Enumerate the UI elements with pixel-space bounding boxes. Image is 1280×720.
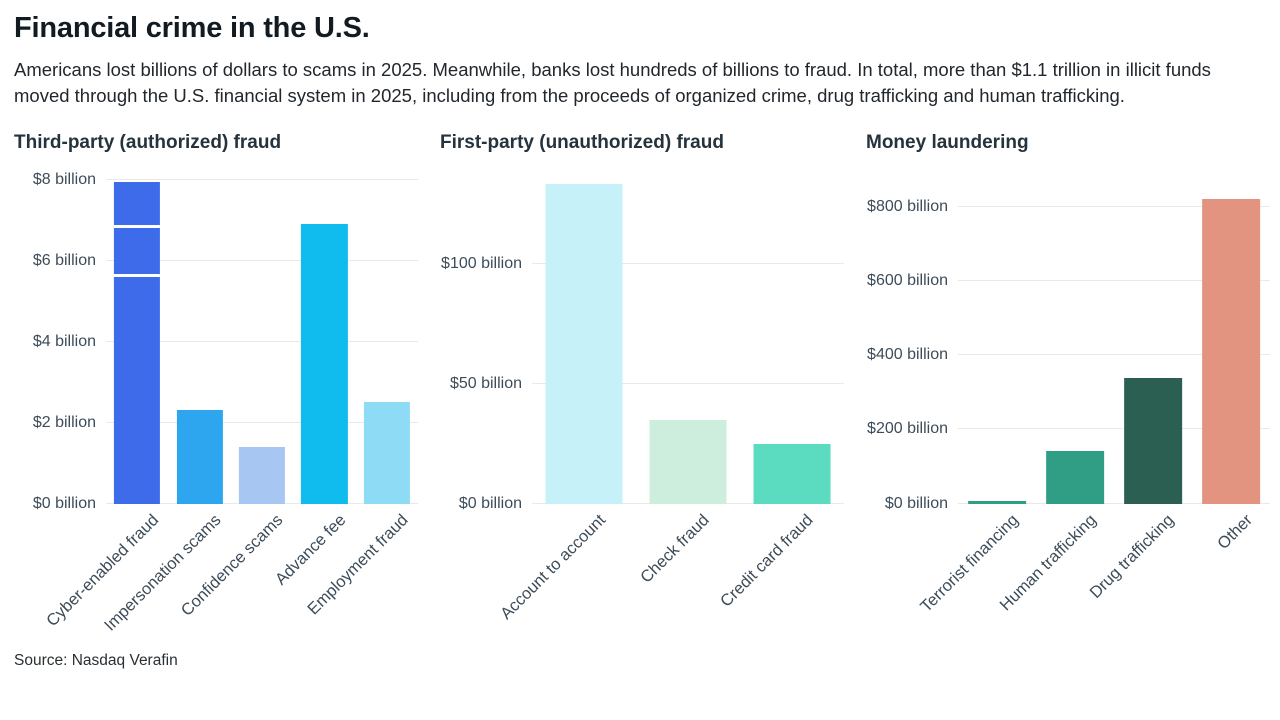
y-tick-label: $0 billion (458, 494, 522, 512)
y-tick-label: $800 billion (867, 197, 948, 215)
y-tick-label: $200 billion (867, 420, 948, 438)
chart-panel-third-party-authorized-fraud: Third-party (authorized) fraud $0 billion… (14, 132, 418, 650)
x-axis-labels: Cyber-enabled fraud Impersonation scams Co… (43, 504, 418, 650)
bar-drug-trafficking (1124, 378, 1182, 504)
x-axis-label: Account to account (496, 510, 609, 623)
bar-slot (636, 168, 740, 504)
bar-slot (740, 168, 844, 504)
bar-account-to-account (545, 184, 623, 504)
financial-crime-figure: Financial crime in the U.S. Americans lo… (14, 12, 1270, 670)
source-note: Source: Nasdaq Verafin (14, 651, 178, 669)
y-tick-label: $600 billion (867, 271, 948, 289)
bar-confidence-scams (238, 446, 286, 504)
y-tick-label: $50 billion (449, 374, 522, 392)
plot-area (532, 168, 844, 504)
figure-subtitle: Americans lost billions of dollars to sc… (14, 59, 1211, 107)
gridline (958, 205, 1270, 207)
y-tick-label: $400 billion (867, 346, 948, 364)
bars-group (958, 168, 1270, 504)
bar-segment-divider (114, 225, 161, 229)
bar-employment-fraud (363, 402, 410, 504)
y-tick-label: $6 billion (32, 251, 96, 269)
bar-human-trafficking (1046, 450, 1104, 504)
gridline (106, 421, 418, 423)
y-tick-label: $100 billion (441, 254, 522, 272)
bar-cyber-enabled-fraud (114, 181, 161, 504)
x-label-slot: Check fraud (636, 504, 740, 650)
y-tick-label: $2 billion (32, 413, 96, 431)
gridline (958, 428, 1270, 430)
bars-group (532, 168, 844, 504)
x-axis-label: Other (1213, 510, 1256, 553)
gridline (532, 262, 844, 264)
chart-title: Money laundering (866, 131, 1029, 153)
gridline (532, 382, 844, 384)
bar-slot (356, 168, 418, 504)
y-tick-label: $0 billion (32, 494, 96, 512)
bar-segment-divider (114, 273, 161, 277)
bar-terrorist-financing (968, 500, 1026, 504)
bar-advance-fee (301, 224, 348, 504)
x-label-slot: Drug trafficking (1087, 504, 1192, 650)
x-axis-label: Check fraud (637, 510, 713, 587)
gridline (958, 354, 1270, 356)
bar-slot (293, 168, 355, 504)
x-label-slot: Account to account (497, 504, 636, 650)
y-axis: $0 billion $200 billion $400 billion $600 b… (866, 168, 958, 512)
bar-slot (106, 168, 168, 504)
bar-credit-card-fraud (753, 443, 831, 504)
x-label-slot: Credit card fraud (717, 504, 844, 650)
bar-check-fraud (649, 419, 727, 504)
y-axis: $0 billion $50 billion $100 billion (440, 168, 532, 512)
x-label-slot: Employment fraud (304, 504, 418, 650)
bar-slot (1192, 168, 1270, 504)
y-tick-label: $0 billion (884, 494, 948, 512)
chart-panel-first-party-unauthorized-fraud: First-party (unauthorized) fraud $0 billi… (440, 132, 844, 650)
x-axis-labels: Terrorist financing Human trafficking Drug… (917, 504, 1270, 650)
x-label-slot: Other (1192, 504, 1270, 650)
bar-other (1202, 199, 1260, 504)
bar-slot (532, 168, 636, 504)
chart-panel-money-laundering: Money laundering $0 billion $200 billion $4… (866, 132, 1270, 650)
gridline (958, 502, 1270, 504)
charts-row: Third-party (authorized) fraud $0 billion… (14, 132, 1270, 650)
bar-slot (958, 168, 1036, 504)
y-tick-label: $4 billion (32, 332, 96, 350)
bar-slot (168, 168, 230, 504)
bars-group (106, 168, 418, 504)
page-title: Financial crime in the U.S. (14, 12, 370, 44)
gridline (958, 279, 1270, 281)
plot-area (958, 168, 1270, 504)
y-tick-label: $8 billion (32, 170, 96, 188)
x-axis-labels: Account to account Check fraud Credit card… (497, 504, 844, 650)
gridline (106, 340, 418, 342)
bar-slot (1036, 168, 1114, 504)
y-axis: $0 billion $2 billion $4 billion $6 billion… (14, 168, 106, 512)
x-axis-label: Cyber-enabled fraud (42, 510, 162, 630)
chart-title: First-party (unauthorized) fraud (440, 131, 724, 153)
bar-slot (1114, 168, 1192, 504)
plot-area (106, 168, 418, 504)
bar-slot (231, 168, 293, 504)
gridline (106, 259, 418, 261)
bar-impersonation-scams (176, 410, 223, 504)
chart-title: Third-party (authorized) fraud (14, 131, 282, 153)
gridline (106, 178, 418, 180)
